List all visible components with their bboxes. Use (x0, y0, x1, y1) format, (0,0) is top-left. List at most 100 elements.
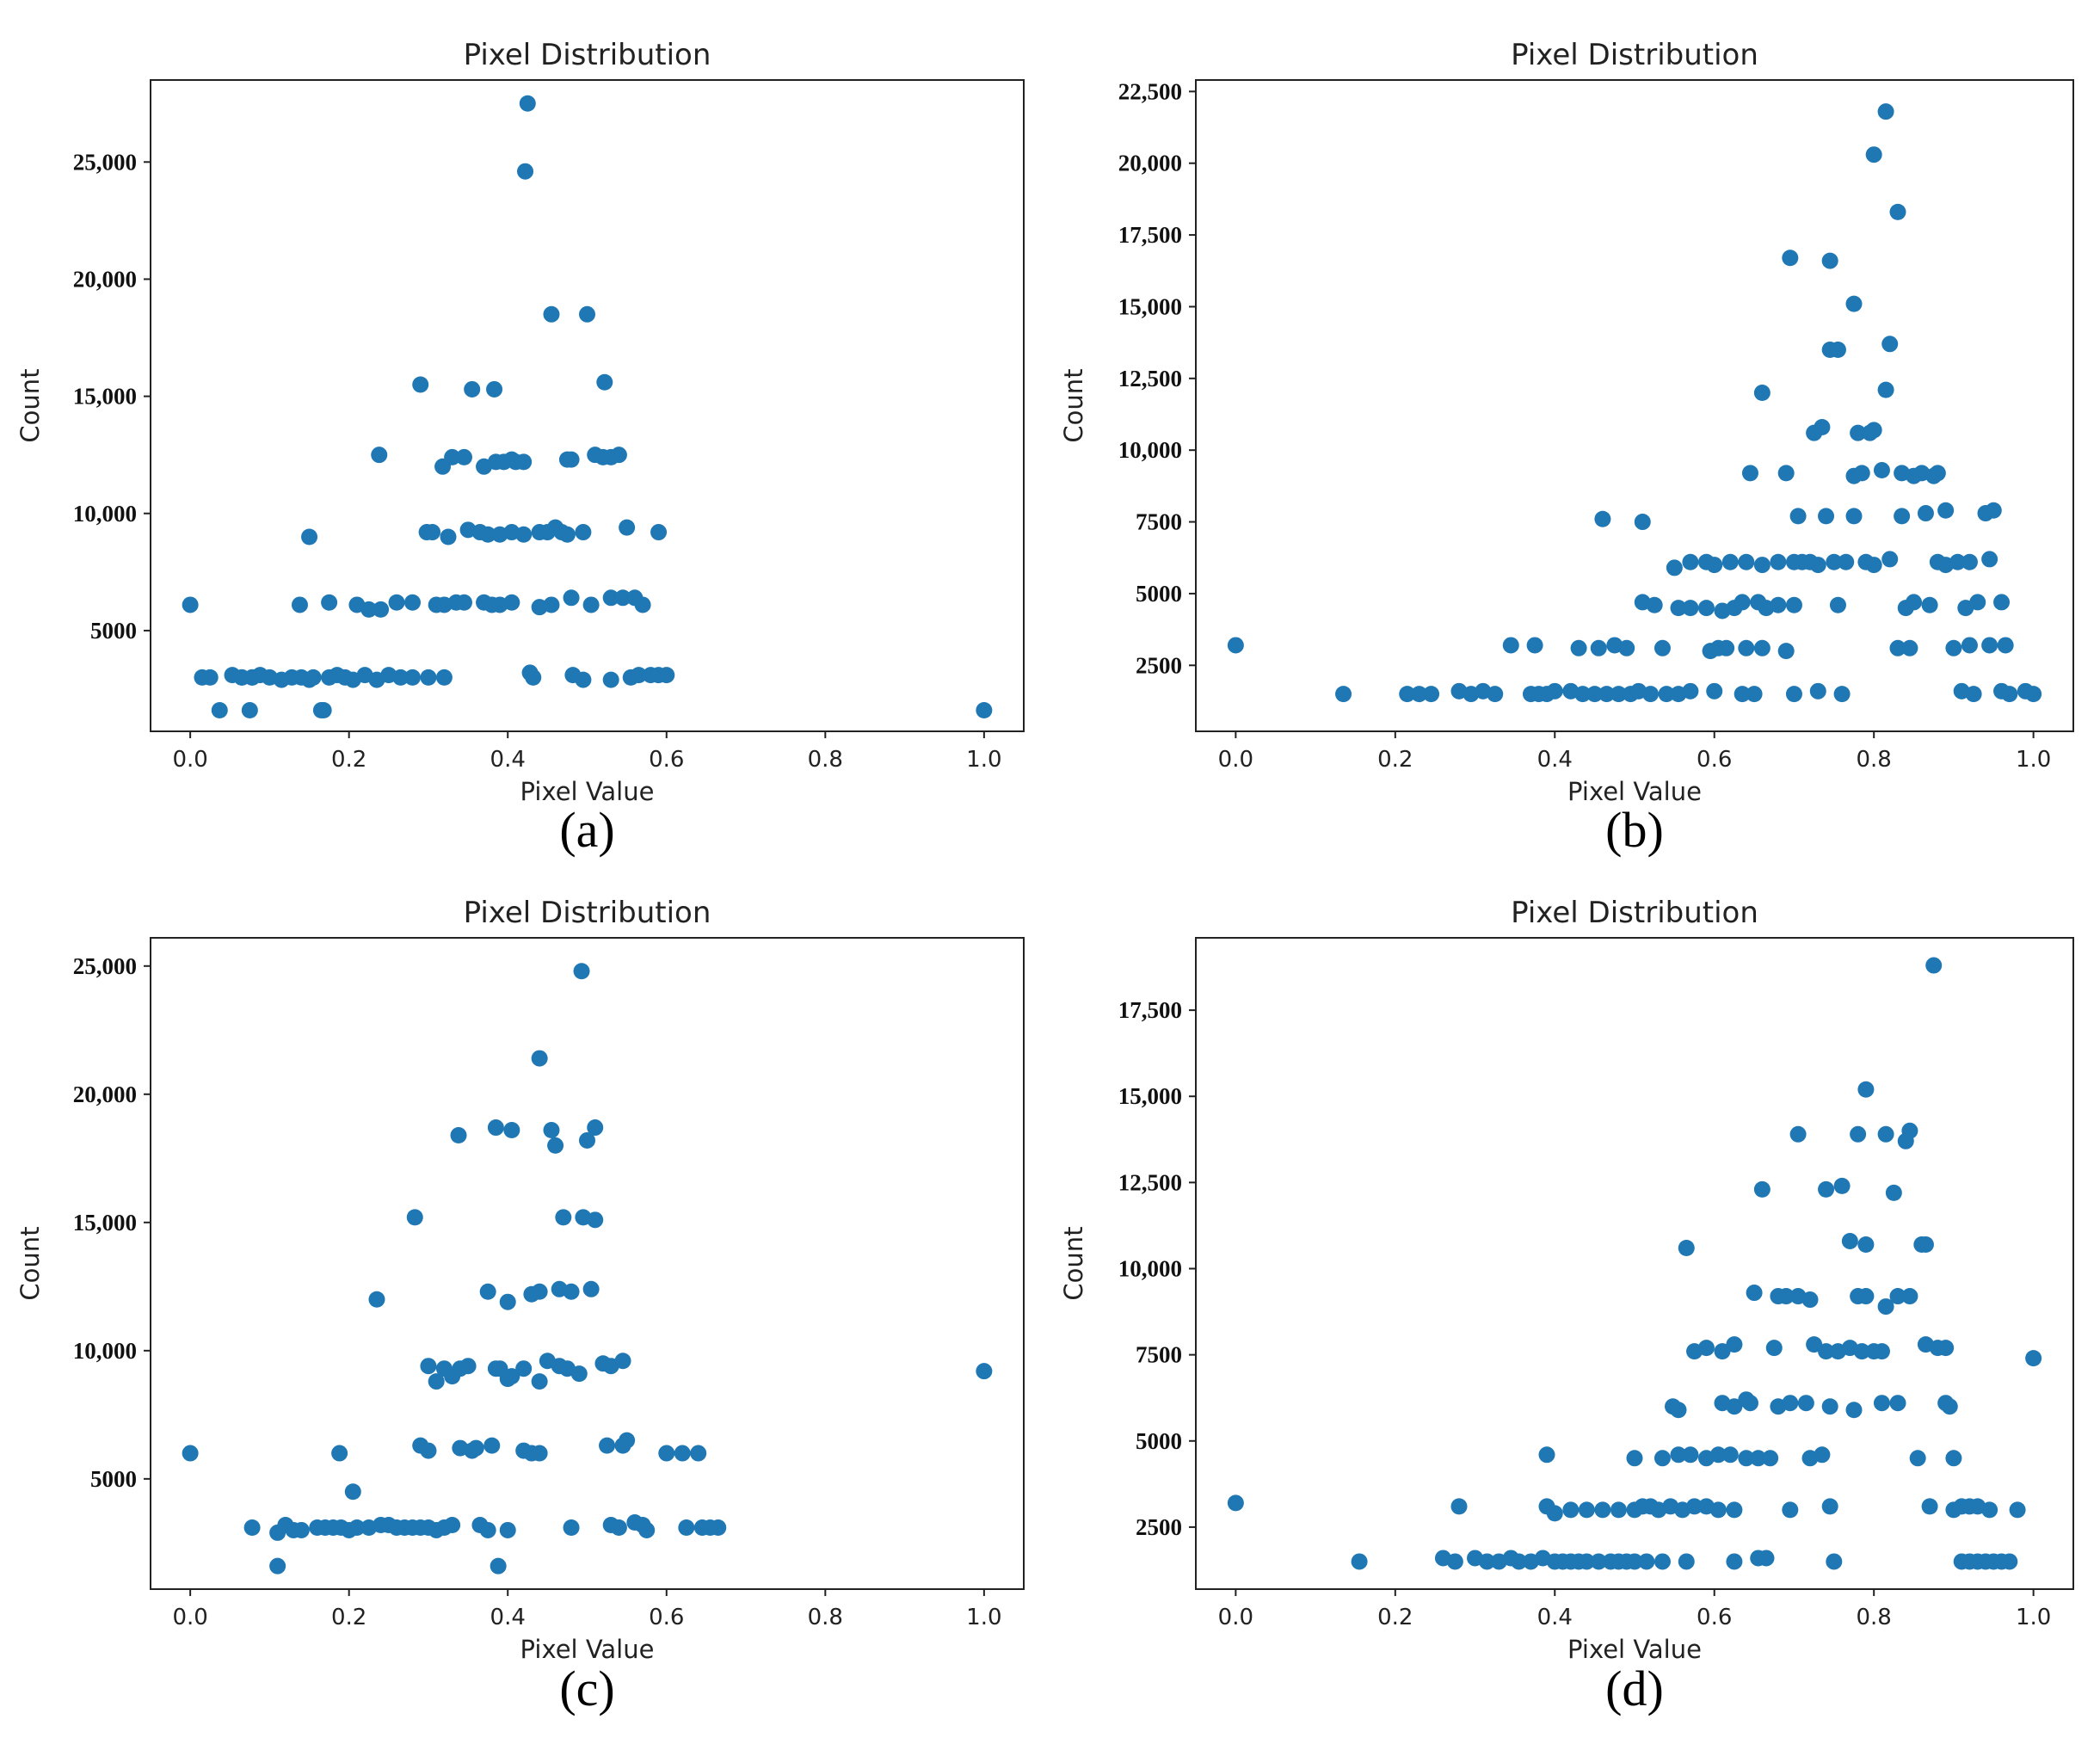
y-tick-label: 15,000 (1118, 293, 1182, 319)
x-tick-label: 0.2 (331, 1605, 366, 1630)
data-point (1351, 1553, 1368, 1570)
data-point (610, 1519, 627, 1536)
plot-frame (1195, 79, 2074, 732)
data-point (1829, 596, 1846, 613)
data-point (321, 594, 338, 611)
data-point (1578, 1501, 1595, 1519)
data-point (710, 1519, 727, 1536)
caption-b: (b) (1605, 802, 1664, 858)
y-tick-label: 15,000 (73, 384, 137, 410)
data-point (348, 1519, 366, 1536)
data-point (1925, 957, 1943, 974)
data-point (599, 1437, 616, 1454)
x-tick-label: 0.6 (649, 1605, 684, 1630)
data-point (1814, 1446, 1831, 1464)
chart-a: Pixel Distribution 0.0 0.2 0.4 0.6 0.8 1.0 5000… (15, 38, 1025, 858)
caption-d: (d) (1605, 1661, 1664, 1716)
data-point (1909, 1450, 1926, 1467)
data-point (1801, 1291, 1819, 1309)
data-point (602, 671, 619, 688)
data-point (373, 601, 390, 618)
data-point (1985, 502, 2002, 519)
data-point (182, 1445, 199, 1462)
y-tick-label: 15,000 (73, 1210, 137, 1236)
x-tick-label: 1.0 (2016, 1605, 2051, 1630)
data-point (630, 667, 647, 684)
data-point (1965, 686, 1982, 703)
x-tick-label: 0.4 (490, 747, 526, 773)
data-point (455, 448, 472, 465)
data-point (241, 701, 258, 718)
y-tick-label: 5000 (1136, 581, 1182, 607)
y-tick-label: 20,000 (73, 266, 137, 292)
data-point (1399, 686, 1416, 703)
data-point (1678, 1553, 1695, 1570)
data-point (1885, 1184, 1902, 1201)
data-point (1570, 639, 1587, 656)
data-point (579, 305, 595, 323)
x-tick-label: 0.2 (1377, 747, 1413, 773)
data-point (1610, 1501, 1627, 1519)
data-point (1889, 203, 1906, 220)
data-point (1981, 637, 1998, 654)
data-point (1881, 336, 1899, 353)
data-point (2025, 686, 2042, 703)
data-point (420, 1442, 437, 1459)
data-point (2001, 686, 2018, 703)
data-point (1821, 1498, 1838, 1515)
data-point (658, 667, 675, 684)
data-point (404, 669, 421, 686)
data-point (1753, 384, 1771, 401)
data-point (479, 1283, 496, 1300)
data-point (1594, 510, 1611, 527)
data-point (1789, 508, 1807, 525)
data-point (1853, 465, 1870, 482)
data-point (420, 1358, 437, 1375)
y-tick-label: 10,000 (73, 501, 137, 527)
data-point (1777, 465, 1795, 482)
data-point (1738, 639, 1755, 656)
data-point (1741, 1395, 1758, 1412)
data-point (1945, 639, 1962, 656)
data-point (1889, 639, 1906, 656)
data-point (1877, 103, 1894, 120)
data-point (1666, 559, 1683, 576)
x-tick-label: 0.8 (1857, 747, 1892, 773)
data-point (558, 526, 576, 543)
y-tick-label: 20,000 (73, 1082, 137, 1107)
data-point (1865, 557, 1882, 574)
data-point (543, 305, 560, 323)
data-point (1227, 637, 1244, 654)
data-point (344, 1483, 361, 1501)
data-point (1937, 1340, 1955, 1357)
data-point (638, 1521, 656, 1538)
data-point (1741, 465, 1758, 482)
data-point (1889, 1395, 1906, 1412)
caption-a: (a) (559, 802, 614, 858)
x-tick-label: 0.2 (1377, 1605, 1413, 1630)
y-tick-label: 5000 (90, 618, 137, 644)
data-point (1850, 424, 1867, 441)
data-point (1750, 1450, 1767, 1467)
data-point (1726, 1553, 1743, 1570)
x-tick-label: 0.4 (1537, 1605, 1573, 1630)
data-point (515, 453, 533, 471)
data-point (531, 1050, 548, 1067)
data-point (573, 963, 590, 980)
data-point (1785, 596, 1802, 613)
data-point (515, 1360, 533, 1377)
data-point (587, 1119, 604, 1137)
data-point (1814, 419, 1831, 436)
y-tick-label: 10,000 (1118, 1256, 1182, 1282)
data-point (1833, 686, 1851, 703)
data-point (579, 1131, 595, 1149)
data-point (1411, 686, 1428, 703)
x-tick-label: 0.8 (1857, 1605, 1892, 1630)
panel-b: Pixel Distribution 0.0 0.2 0.4 0.6 0.8 1.0 2500… (1050, 0, 2099, 869)
data-point (1981, 551, 1998, 568)
caption-c: (c) (559, 1661, 614, 1716)
x-tick-label: 0.6 (649, 747, 684, 773)
data-point (596, 373, 613, 391)
data-point (1845, 508, 1863, 525)
data-point (1598, 686, 1616, 703)
